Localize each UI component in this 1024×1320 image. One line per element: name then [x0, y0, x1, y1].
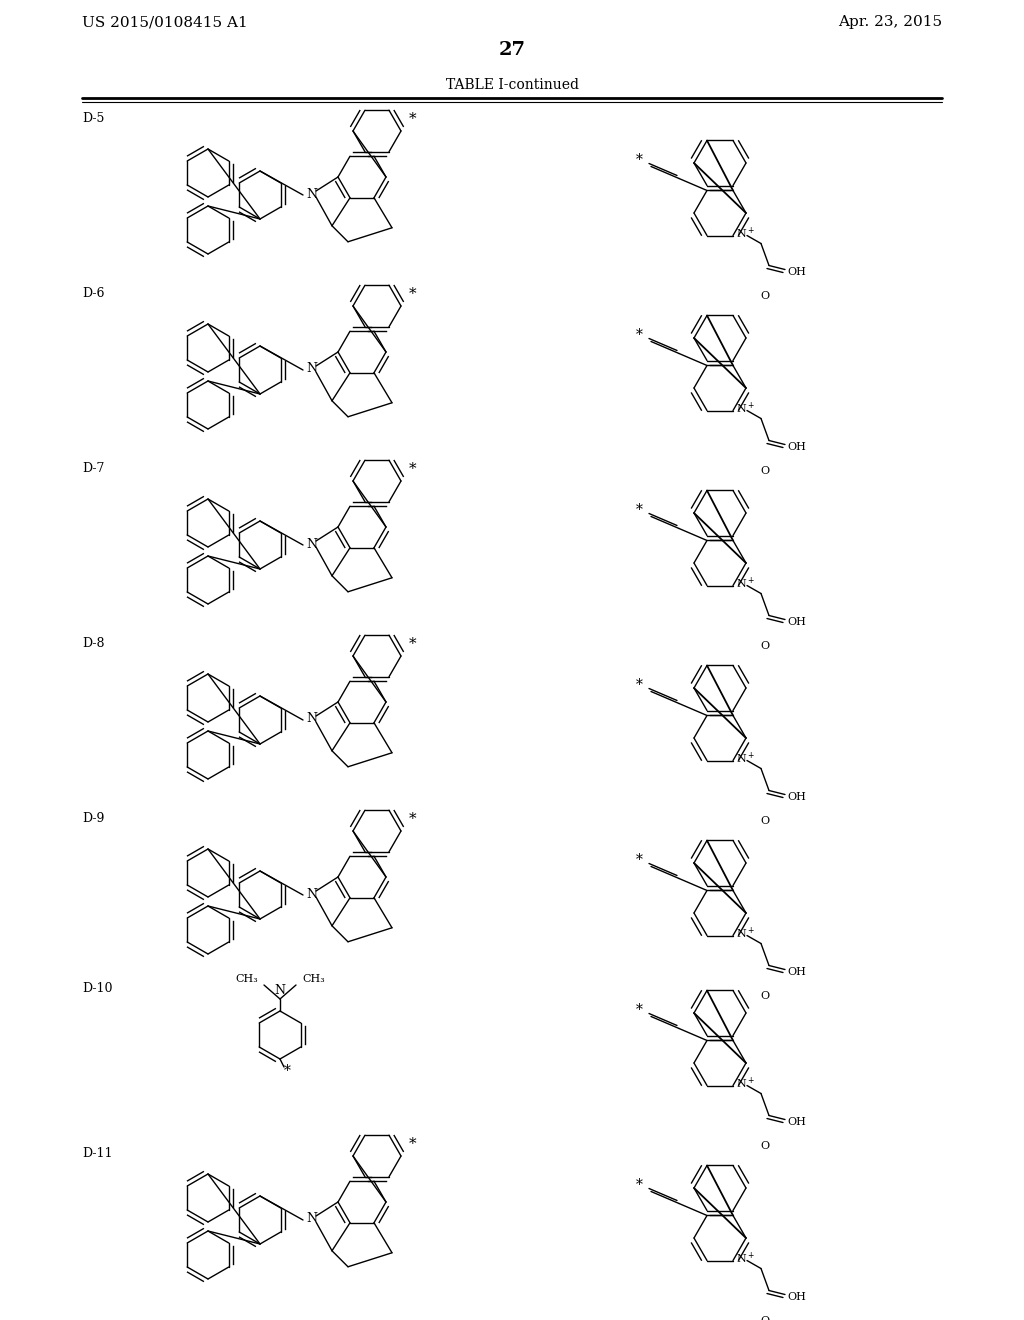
Text: O: O — [761, 816, 770, 825]
Text: CH₃: CH₃ — [302, 974, 325, 983]
Text: *: * — [284, 1064, 291, 1078]
Text: OH: OH — [787, 1117, 806, 1126]
Text: D-9: D-9 — [82, 812, 104, 825]
Text: *: * — [636, 503, 643, 517]
Text: OH: OH — [787, 441, 806, 451]
Text: N$^+$: N$^+$ — [736, 401, 755, 416]
Text: O: O — [761, 640, 770, 651]
Text: N: N — [306, 1213, 317, 1225]
Text: *: * — [636, 1179, 643, 1192]
Text: *: * — [636, 1003, 643, 1018]
Text: N: N — [306, 537, 317, 550]
Text: D-7: D-7 — [82, 462, 104, 475]
Text: US 2015/0108415 A1: US 2015/0108415 A1 — [82, 15, 248, 29]
Text: N: N — [306, 187, 317, 201]
Text: *: * — [409, 112, 417, 125]
Text: O: O — [761, 290, 770, 301]
Text: TABLE I-continued: TABLE I-continued — [445, 78, 579, 92]
Text: OH: OH — [787, 966, 806, 977]
Text: OH: OH — [787, 267, 806, 276]
Text: *: * — [409, 1137, 417, 1151]
Text: N: N — [306, 887, 317, 900]
Text: O: O — [761, 990, 770, 1001]
Text: N: N — [306, 713, 317, 726]
Text: D-5: D-5 — [82, 112, 104, 125]
Text: N$^+$: N$^+$ — [736, 576, 755, 591]
Text: *: * — [636, 854, 643, 867]
Text: OH: OH — [787, 792, 806, 801]
Text: *: * — [409, 286, 417, 301]
Text: O: O — [761, 466, 770, 475]
Text: N: N — [306, 363, 317, 375]
Text: CH₃: CH₃ — [236, 974, 258, 983]
Text: N$^+$: N$^+$ — [736, 1076, 755, 1092]
Text: D-10: D-10 — [82, 982, 113, 995]
Text: N$^+$: N$^+$ — [736, 751, 755, 766]
Text: *: * — [636, 678, 643, 693]
Text: N$^+$: N$^+$ — [736, 226, 755, 242]
Text: *: * — [409, 462, 417, 477]
Text: D-8: D-8 — [82, 638, 104, 649]
Text: N$^+$: N$^+$ — [736, 925, 755, 941]
Text: D-6: D-6 — [82, 286, 104, 300]
Text: D-11: D-11 — [82, 1147, 113, 1160]
Text: *: * — [636, 153, 643, 168]
Text: 27: 27 — [499, 41, 525, 59]
Text: OH: OH — [787, 1291, 806, 1302]
Text: N: N — [274, 983, 286, 997]
Text: OH: OH — [787, 616, 806, 627]
Text: N$^+$: N$^+$ — [736, 1251, 755, 1266]
Text: O: O — [761, 1140, 770, 1151]
Text: Apr. 23, 2015: Apr. 23, 2015 — [838, 15, 942, 29]
Text: *: * — [409, 638, 417, 651]
Text: *: * — [409, 812, 417, 826]
Text: O: O — [761, 1316, 770, 1320]
Text: *: * — [636, 329, 643, 342]
